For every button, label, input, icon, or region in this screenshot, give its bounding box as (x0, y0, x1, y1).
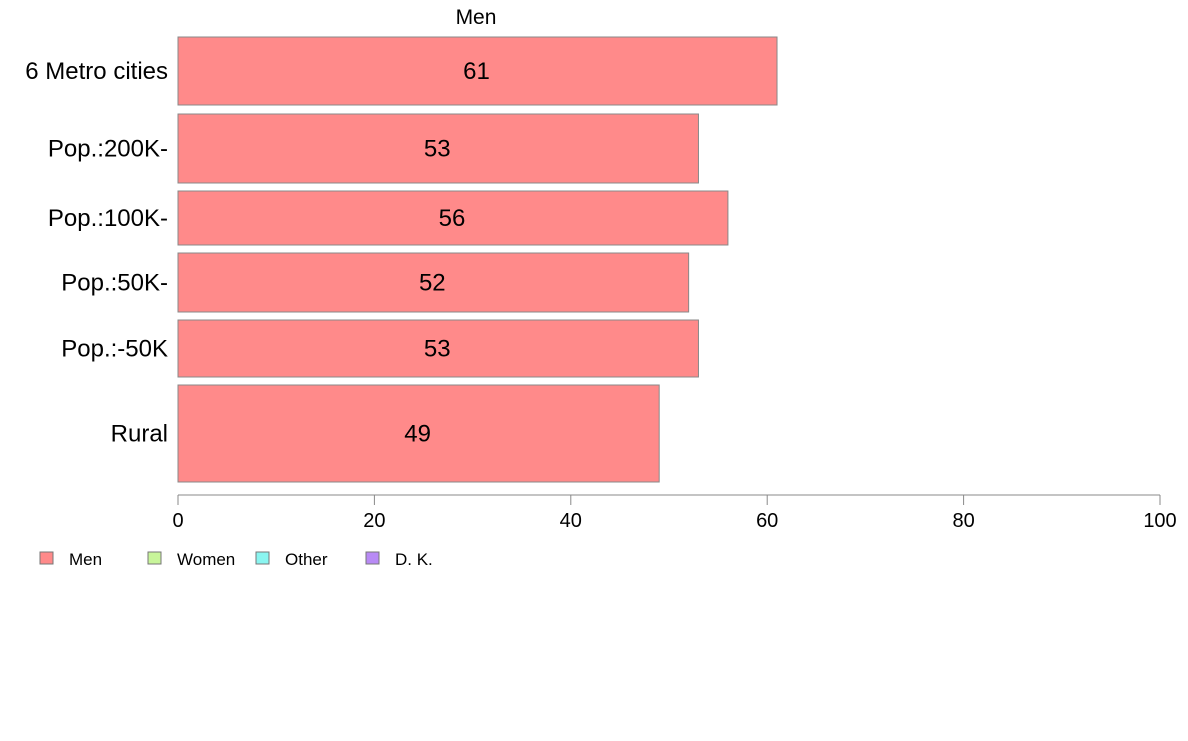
bar-2 (177, 190, 729, 246)
x-tick-label: 60 (756, 510, 778, 532)
legend-swatch (365, 551, 380, 565)
legend-swatch (255, 551, 270, 565)
category-label: 6 Metro cities (25, 58, 168, 85)
legend-label: Men (69, 550, 102, 569)
category-label: Rural (111, 421, 168, 448)
bar-value-label: 53 (424, 336, 451, 363)
x-tick-label: 80 (952, 510, 974, 532)
category-label: Pop.:-50K (61, 336, 168, 363)
x-axis: 0 20 40 60 80 100 (172, 494, 1177, 532)
chart-title: Men (456, 6, 497, 29)
bar-3 (177, 252, 690, 313)
bar-1 (177, 113, 699, 184)
category-label: Pop.:200K- (48, 136, 168, 163)
x-tick-label: 40 (560, 510, 582, 532)
legend-label: Other (285, 550, 328, 569)
bar-value-label: 52 (419, 270, 446, 297)
category-labels: 6 Metro cities Pop.:200K- Pop.:100K- Pop.:5… (25, 58, 168, 448)
bar-value-label: 56 (439, 205, 466, 232)
legend: Men Women Other D. K. (39, 550, 433, 569)
value-labels: 61 53 56 52 53 49 (404, 58, 490, 448)
legend-label: D. K. (395, 550, 433, 569)
bar-0 (177, 36, 778, 106)
legend-swatch (39, 551, 54, 565)
category-label: Pop.:50K- (61, 270, 168, 297)
bar-5 (177, 384, 660, 483)
category-label: Pop.:100K- (48, 205, 168, 232)
bar-value-label: 53 (424, 136, 451, 163)
x-tick-label: 0 (172, 510, 183, 532)
bar-4 (177, 319, 699, 378)
x-tick-label: 20 (363, 510, 385, 532)
bar-value-label: 61 (463, 58, 490, 85)
bars-layer (177, 36, 778, 483)
x-tick-label: 100 (1143, 510, 1176, 532)
legend-swatch (147, 551, 162, 565)
legend-label: Women (177, 550, 235, 569)
bar-value-label: 49 (404, 421, 431, 448)
